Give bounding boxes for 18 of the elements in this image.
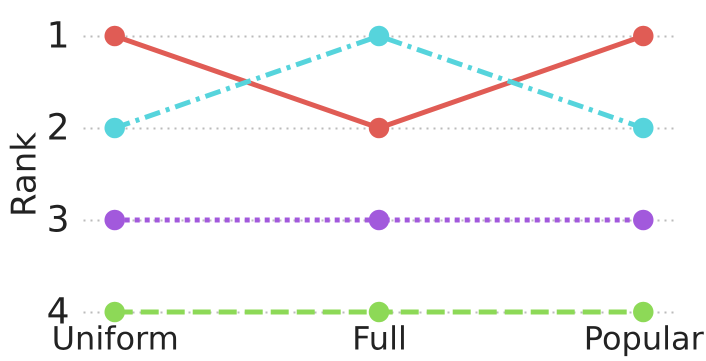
point xyxy=(368,210,390,230)
point xyxy=(104,302,125,322)
point xyxy=(633,26,654,46)
point xyxy=(633,118,654,138)
y-axis-title: Rank xyxy=(4,132,45,217)
point xyxy=(368,118,390,138)
x-tick-label: Full xyxy=(352,320,407,358)
x-tick-label: Popular xyxy=(584,320,705,358)
point xyxy=(633,210,654,230)
y-tick-label: 3 xyxy=(46,200,70,240)
point xyxy=(633,302,654,322)
point xyxy=(368,26,390,46)
point xyxy=(368,302,390,322)
point xyxy=(104,26,125,46)
y-tick-label: 1 xyxy=(46,16,70,56)
y-tick-label: 2 xyxy=(46,108,70,148)
point xyxy=(104,210,125,230)
point xyxy=(104,118,125,138)
